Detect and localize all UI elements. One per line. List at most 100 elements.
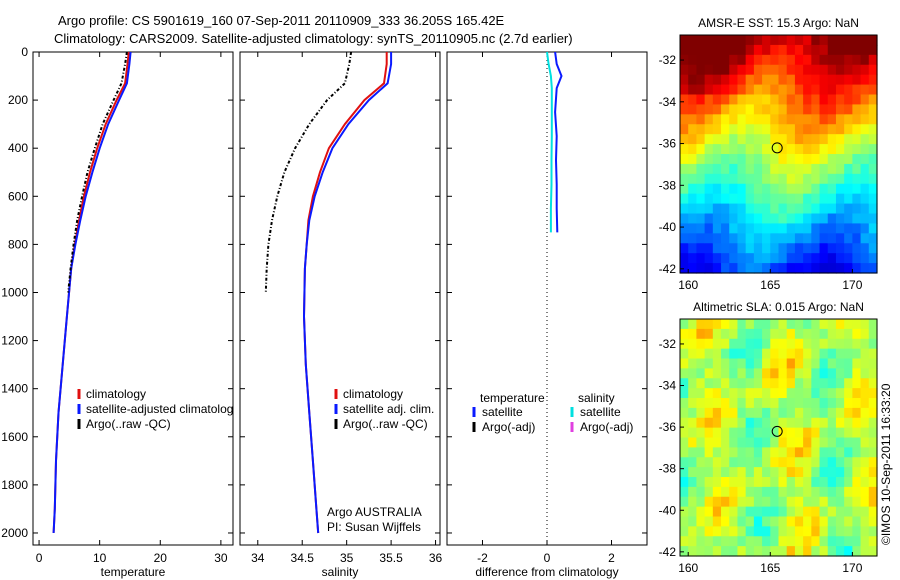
map-cell [819, 243, 829, 254]
map-cell [721, 506, 730, 518]
map-cell [827, 64, 837, 76]
map-cell [860, 486, 870, 498]
legend-label: Argo(-adj) [482, 420, 535, 434]
map-cell [803, 526, 812, 537]
map-cell [827, 427, 837, 439]
map-cell [753, 253, 763, 264]
map-cell [786, 319, 796, 330]
map-cell [852, 546, 862, 557]
map-cell [704, 104, 714, 115]
map-cell [729, 263, 739, 274]
map-cell [688, 536, 698, 547]
map-cell [811, 173, 821, 185]
map-cell [811, 447, 821, 458]
map-cell [835, 74, 845, 86]
map-cell [762, 114, 771, 125]
map-cell [762, 173, 771, 185]
map-cell [680, 233, 689, 244]
map-cell [704, 44, 714, 56]
map-cell [819, 144, 829, 155]
map-cell [803, 477, 812, 488]
plot-frame [239, 51, 441, 546]
x-tick-label: 10 [93, 551, 107, 565]
map-cell [835, 388, 845, 399]
map-cell [778, 368, 788, 379]
map-cell [753, 516, 763, 527]
map-cell [712, 134, 722, 145]
map-cell [696, 467, 706, 478]
legend-label: Argo(..raw -QC) [343, 417, 428, 431]
map-cell [762, 526, 771, 537]
legend-header: temperature [480, 391, 545, 405]
map-cell [688, 398, 698, 409]
map-cell [778, 338, 788, 350]
map-cell [794, 233, 804, 244]
map-cell [860, 64, 870, 76]
map-cell [794, 338, 804, 350]
map-cell [696, 223, 706, 234]
map-cell [844, 427, 853, 439]
map-cell [860, 54, 870, 66]
map-cell [868, 134, 878, 145]
map-cell [860, 358, 870, 369]
map-cell [786, 263, 796, 274]
map-cell [721, 263, 730, 274]
map-cell [868, 526, 878, 537]
map-cell [844, 338, 853, 350]
map-cell [762, 74, 771, 86]
map-cell [803, 457, 812, 468]
map-cell [704, 526, 714, 537]
map-cell [868, 223, 878, 234]
map-cell [819, 124, 829, 135]
x-axis-label: salinity [322, 565, 359, 579]
map-cell [868, 368, 878, 379]
map-cell [868, 319, 878, 330]
map-cell [803, 328, 812, 340]
map-cell [811, 477, 821, 488]
map-cell [737, 328, 747, 340]
map-cell [680, 35, 689, 46]
map-cell [762, 203, 771, 215]
map-cell [786, 388, 796, 399]
x-tick-label: 165 [760, 278, 780, 292]
map-cell [844, 536, 853, 547]
map-cell [729, 358, 739, 369]
map-cell [811, 243, 821, 254]
map-cell [868, 516, 878, 527]
map-cell [786, 173, 796, 185]
map-cell [704, 124, 714, 135]
map-cell [811, 183, 821, 195]
map-cell [688, 243, 698, 254]
map-cell [696, 398, 706, 409]
map-cell [844, 104, 853, 115]
map-cell [786, 84, 796, 96]
map-cell [696, 338, 706, 350]
map-cell [729, 74, 739, 86]
map-cell [704, 437, 714, 448]
map-cell [819, 516, 829, 527]
map-cell [860, 546, 870, 557]
map-cell [827, 144, 837, 155]
map-cell [737, 486, 747, 498]
map-cell [770, 253, 780, 264]
map-cell [852, 163, 862, 175]
map-cell [778, 134, 788, 145]
map-cell [835, 437, 845, 448]
map-cell [729, 388, 739, 399]
map-cell [868, 213, 878, 225]
map-cell [770, 35, 780, 46]
map-cell [778, 536, 788, 547]
map-cell [680, 173, 689, 185]
map-cell [737, 526, 747, 537]
map-cell [745, 496, 755, 508]
map-cell [778, 173, 788, 185]
map-cell [844, 319, 853, 330]
map-cell [827, 163, 837, 175]
map-cell [688, 64, 698, 76]
map-cell [803, 368, 812, 379]
map-cell [803, 193, 812, 205]
map-cell [721, 144, 730, 155]
map-cell [770, 319, 780, 330]
map-cell [721, 427, 730, 439]
map-cell [762, 64, 771, 76]
